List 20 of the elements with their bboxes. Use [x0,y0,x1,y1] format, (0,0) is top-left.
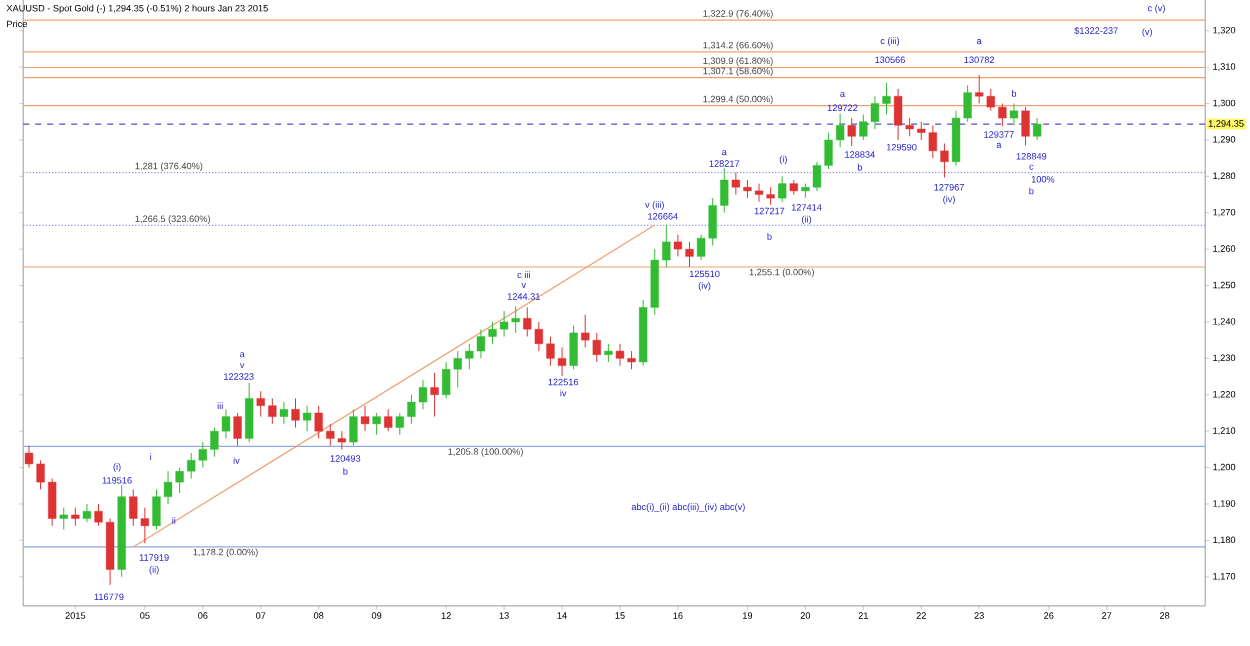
candlestick [279,401,289,425]
candlestick [71,507,80,527]
candlestick [430,372,439,418]
candlestick [349,408,358,447]
candlestick [778,175,787,203]
candlestick [1021,106,1030,146]
candlestick [360,405,370,432]
candlestick [384,408,393,432]
candlestick [569,325,578,370]
candlestick [82,503,92,523]
candlestick [291,397,300,429]
candlestick [604,343,613,363]
candlestick [59,507,68,530]
candlestick [302,405,312,432]
candlestick [1009,103,1019,126]
candlestick [847,117,856,147]
candlestick [233,412,242,447]
candlestick [372,412,381,436]
candlestick [245,382,254,443]
candlestick [1033,117,1042,141]
